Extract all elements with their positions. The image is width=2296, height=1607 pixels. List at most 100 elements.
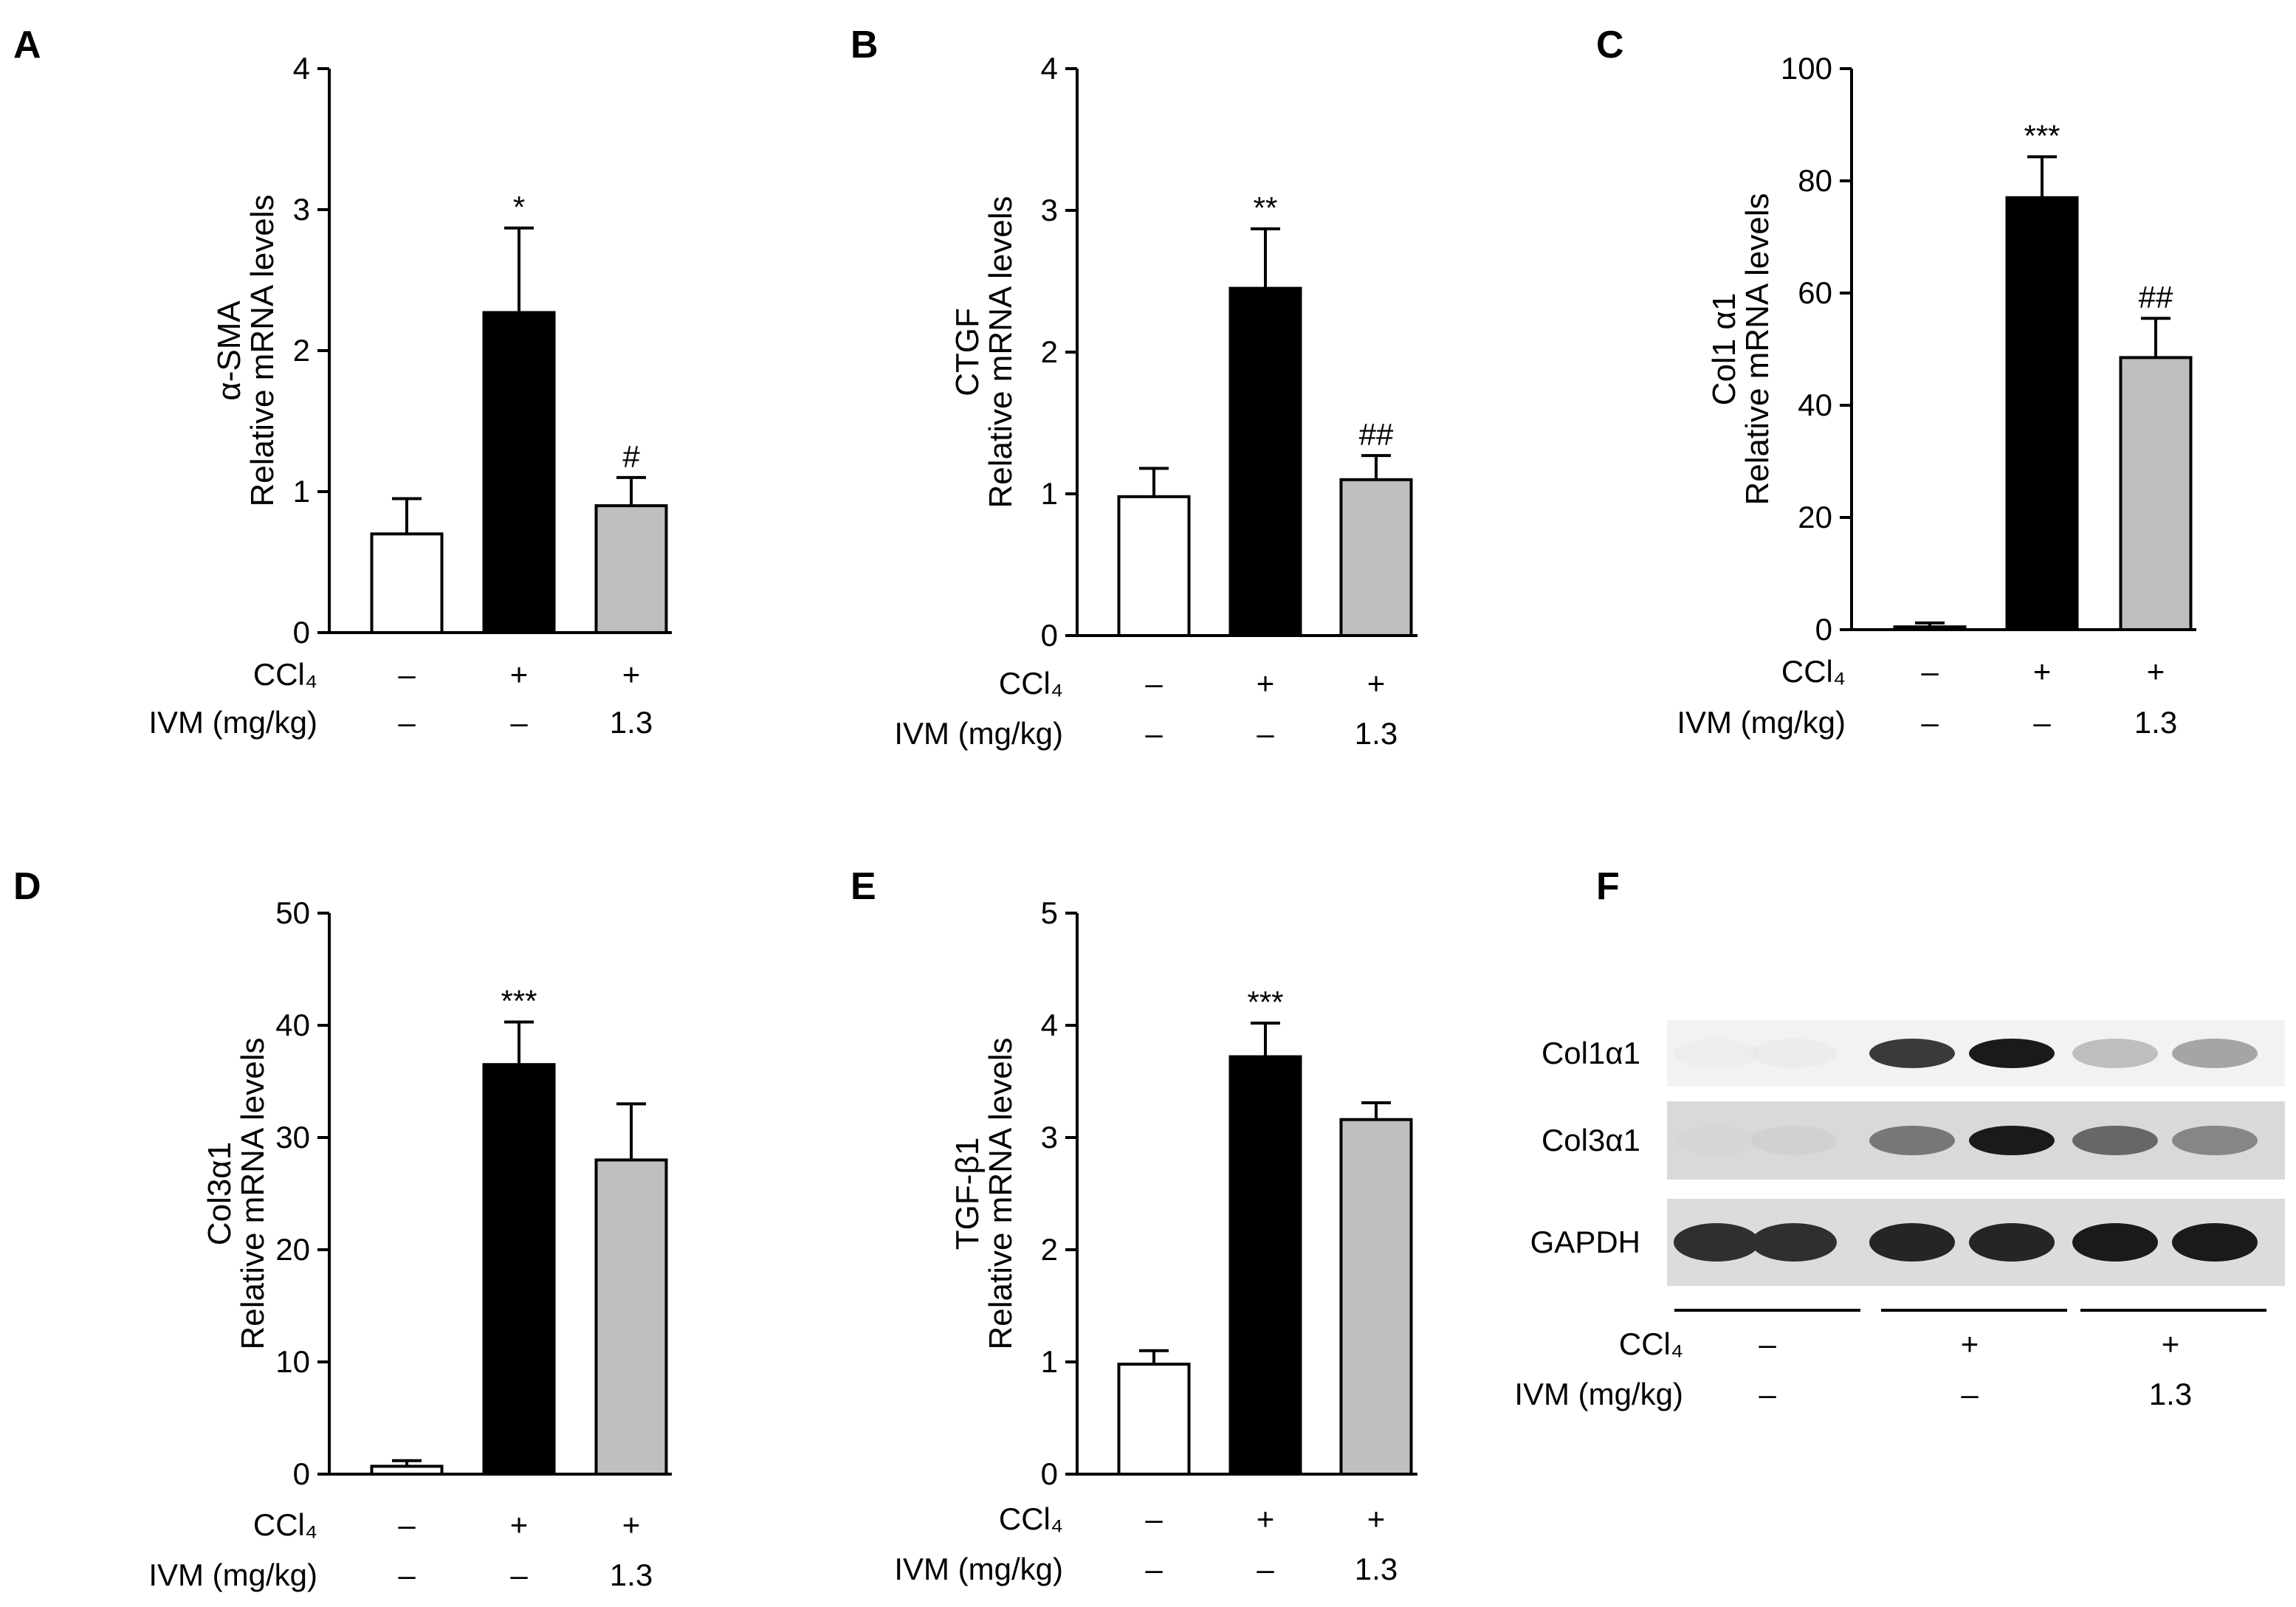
y-tick-label: 0 (1041, 618, 1058, 653)
blot-row-label: Col3α1 (1541, 1123, 1640, 1157)
condition-value: – (398, 1558, 416, 1592)
bar (370, 1465, 444, 1476)
panel-letter: A (13, 24, 41, 66)
significance-label: *** (501, 983, 537, 1018)
y-tick-label: 0 (293, 1456, 310, 1491)
condition-value: – (398, 657, 416, 692)
condition-value: + (1367, 666, 1386, 701)
bar (482, 1063, 556, 1476)
condition-value: + (1257, 666, 1275, 701)
condition-value: – (1759, 1377, 1776, 1411)
bar (1339, 478, 1413, 637)
y-axis-label: Relative mRNA levels (235, 1037, 271, 1349)
blot-band (1674, 1039, 1759, 1068)
significance-label: ** (1254, 190, 1278, 225)
significance-label: ## (2139, 280, 2173, 314)
condition-value: + (1367, 1501, 1386, 1536)
condition-label: CCl₄ (1781, 654, 1846, 689)
y-tick-label: 60 (1798, 275, 1832, 310)
condition-label: CCl₄ (253, 657, 317, 692)
y-tick-label: 80 (1798, 163, 1832, 198)
blot-band (1969, 1126, 2055, 1155)
y-axis-label: CTGF (949, 308, 986, 396)
condition-value: – (1257, 1552, 1274, 1586)
y-tick-label: 20 (1798, 500, 1832, 534)
bar (1339, 1118, 1413, 1476)
y-tick-label: 4 (1041, 51, 1058, 86)
blot-band (1869, 1126, 1955, 1155)
condition-label: CCl₄ (999, 1501, 1063, 1536)
condition-value: + (1961, 1326, 1979, 1361)
y-tick-label: 5 (1041, 895, 1058, 930)
significance-label: * (513, 190, 525, 224)
condition-value: + (2162, 1326, 2180, 1361)
y-tick-label: 20 (275, 1232, 310, 1267)
y-tick-label: 10 (275, 1344, 310, 1379)
panel-letter: F (1596, 865, 1620, 908)
blot-band (2172, 1223, 2258, 1262)
y-tick-label: 3 (1041, 193, 1058, 227)
bar (2005, 196, 2079, 631)
y-axis-label: Relative mRNA levels (244, 194, 281, 506)
blot-band (1751, 1126, 1837, 1155)
condition-value: – (1145, 1552, 1163, 1586)
y-axis-label: Relative mRNA levels (1739, 193, 1776, 505)
condition-label: IVM (mg/kg) (148, 1558, 317, 1592)
condition-value: 1.3 (1355, 716, 1398, 751)
significance-label: ## (1359, 417, 1394, 452)
condition-label: IVM (mg/kg) (894, 1552, 1063, 1586)
bar (594, 1158, 668, 1476)
y-tick-label: 1 (1041, 476, 1058, 511)
bar (1117, 495, 1191, 638)
condition-label: CCl₄ (999, 666, 1063, 701)
condition-label: IVM (mg/kg) (1677, 705, 1846, 740)
condition-value: – (1759, 1326, 1776, 1361)
y-tick-label: 2 (293, 333, 310, 368)
blot-band (2172, 1126, 2258, 1155)
condition-label: IVM (mg/kg) (148, 705, 317, 740)
blot-band (1674, 1126, 1759, 1155)
y-axis-label: Col1 α1 (1706, 293, 1742, 406)
condition-value: + (622, 657, 641, 692)
y-tick-label: 0 (1815, 612, 1832, 647)
condition-value: + (622, 1507, 641, 1542)
condition-value: – (1921, 705, 1939, 740)
y-tick-label: 1 (1041, 1344, 1058, 1379)
y-tick-label: 2 (1041, 334, 1058, 369)
blot-band (1969, 1223, 2055, 1262)
condition-value: + (510, 657, 529, 692)
significance-label: # (622, 439, 640, 474)
significance-label: *** (2024, 118, 2060, 153)
blot-band (1751, 1039, 1837, 1068)
bar (594, 504, 668, 634)
y-axis-label: α-SMA (211, 300, 247, 401)
y-tick-label: 50 (275, 895, 310, 930)
condition-value: – (1257, 716, 1274, 751)
condition-value: – (510, 1558, 528, 1592)
y-tick-label: 0 (1041, 1456, 1058, 1491)
condition-value: + (510, 1507, 529, 1542)
blot-band (1869, 1223, 1955, 1262)
condition-label: IVM (mg/kg) (1514, 1377, 1683, 1411)
condition-value: 1.3 (1355, 1552, 1398, 1586)
panel-letter: E (850, 865, 876, 908)
blot-band (2072, 1126, 2158, 1155)
y-tick-label: 4 (1041, 1008, 1058, 1042)
bar (1228, 286, 1302, 637)
condition-value: – (1145, 1501, 1163, 1536)
condition-value: + (2033, 654, 2052, 689)
blot-band (1751, 1223, 1837, 1262)
bar (2119, 356, 2193, 631)
condition-value: – (2033, 705, 2051, 740)
bar (1228, 1055, 1302, 1476)
y-tick-label: 3 (293, 192, 310, 227)
y-tick-label: 100 (1781, 51, 1832, 86)
panel-letter: D (13, 865, 41, 908)
condition-value: – (398, 1507, 416, 1542)
condition-value: 1.3 (2134, 705, 2177, 740)
panel-letter: C (1596, 24, 1624, 66)
y-tick-label: 4 (293, 51, 310, 86)
condition-label: CCl₄ (1619, 1326, 1683, 1361)
condition-value: – (1145, 716, 1163, 751)
